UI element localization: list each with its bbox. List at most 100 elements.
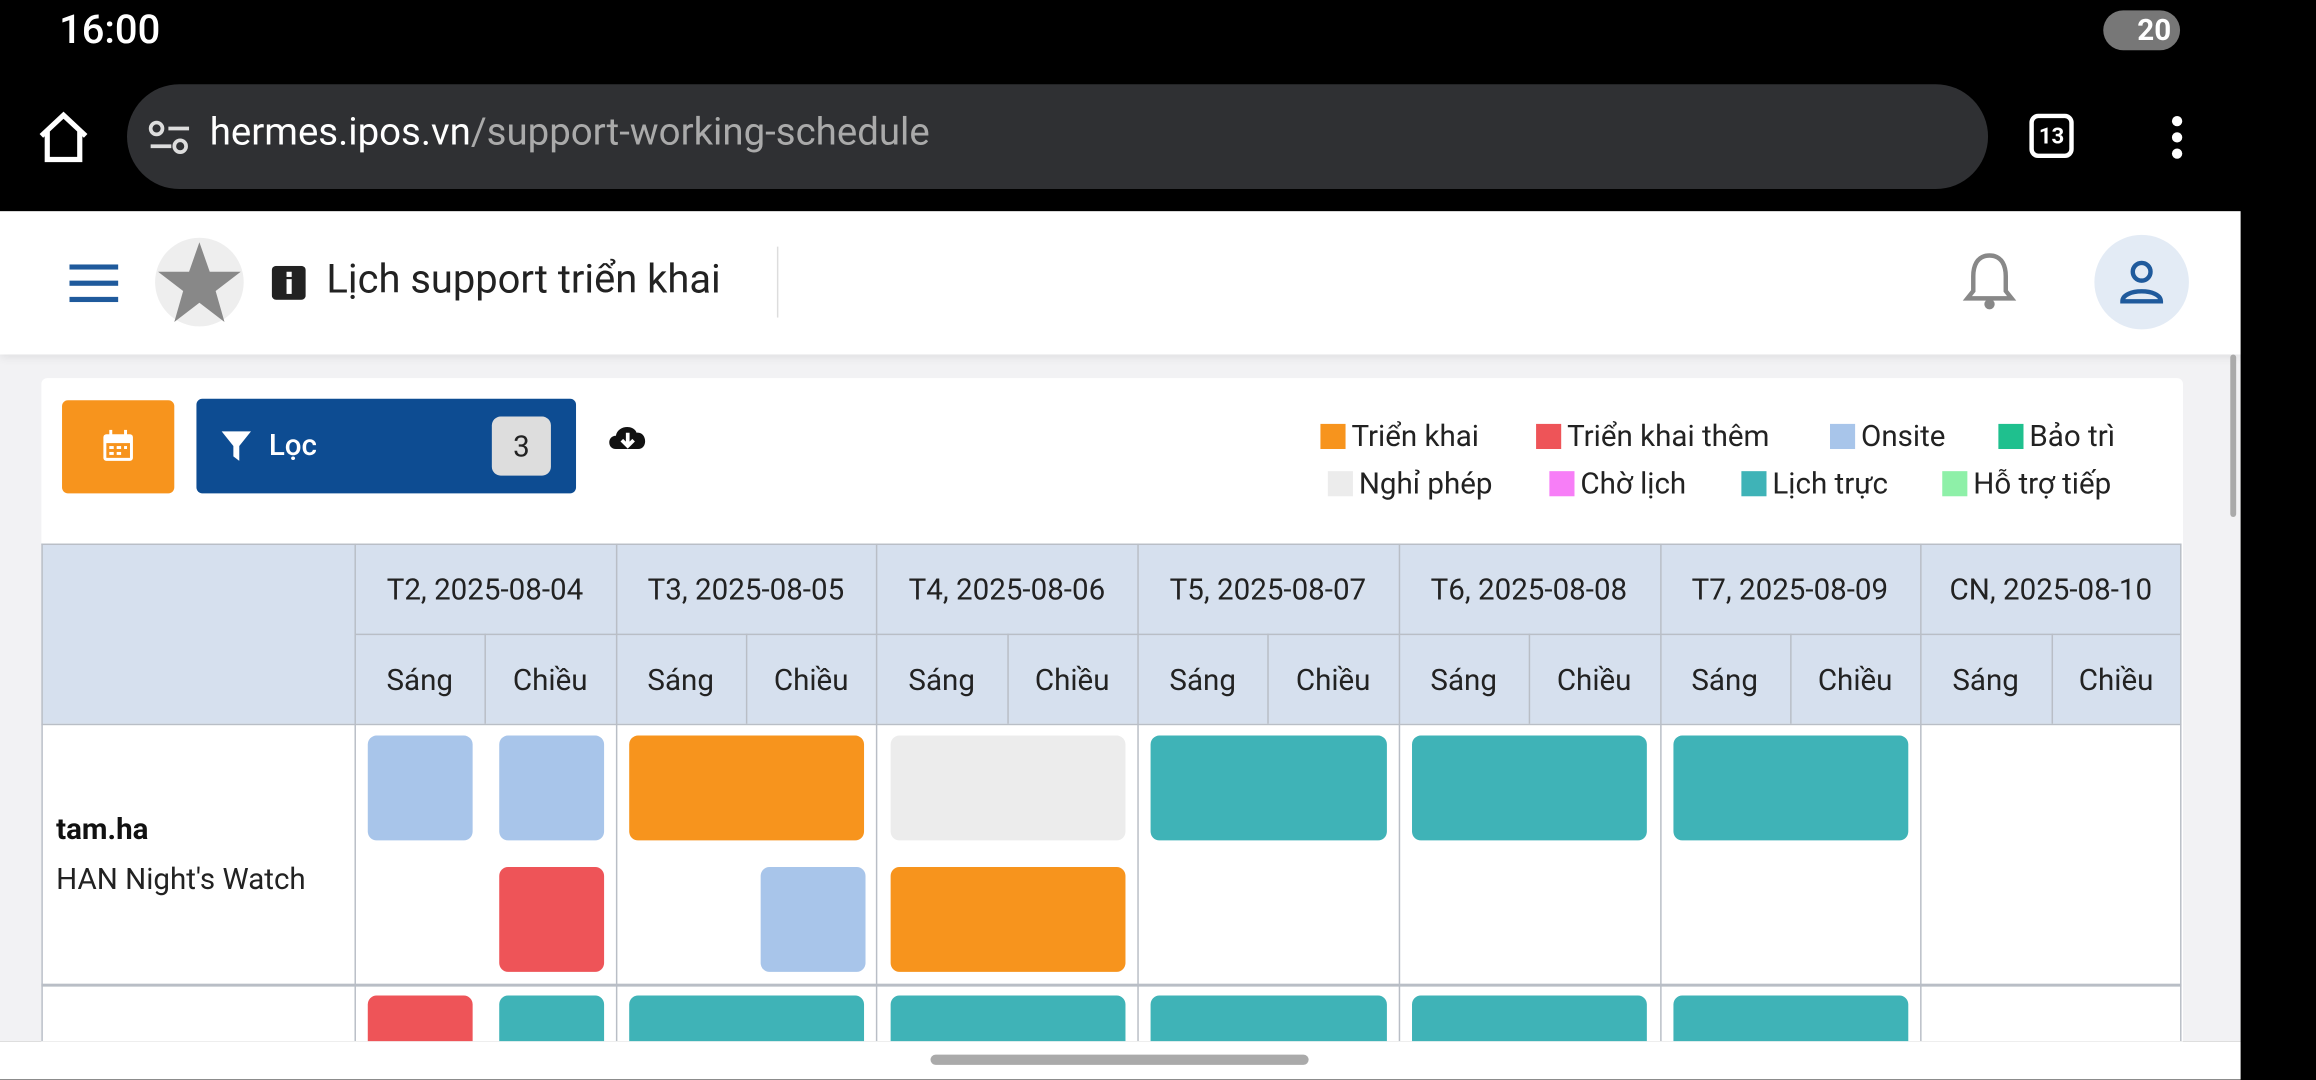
schedule-block[interactable] <box>890 735 1126 841</box>
legend-swatch <box>1536 423 1562 449</box>
grid-line <box>1528 633 1531 724</box>
legend-label: Bảo trì <box>2029 417 2116 454</box>
legend-label: Hỗ trợ tiếp <box>1973 465 2112 501</box>
calendar-icon <box>103 429 133 461</box>
home-button[interactable] <box>35 109 91 165</box>
grid-line <box>1920 543 1922 1042</box>
legend-label: Onsite <box>1861 417 1946 454</box>
page-title: Lịch support triển khai <box>326 255 721 303</box>
session-header: Chiều <box>1556 660 1632 697</box>
nav-bar <box>0 1041 2241 1080</box>
schedule-block[interactable] <box>367 735 473 841</box>
legend-item[interactable]: Chờ lịch <box>1549 465 1687 501</box>
grid-line <box>484 633 487 724</box>
legend-label: Chờ lịch <box>1580 465 1687 501</box>
legend-item[interactable]: Triển khai <box>1320 418 1479 453</box>
schedule-block[interactable] <box>499 995 605 1042</box>
schedule-block[interactable] <box>629 735 865 841</box>
legend-item[interactable]: Nghỉ phép <box>1327 465 1493 501</box>
day-header: T3, 2025-08-05 <box>647 570 845 607</box>
url-path: /support-working-schedule <box>470 110 930 156</box>
legend-label: Lịch trực <box>1772 465 1888 501</box>
web-page: Lịch support triển khai Lọc 3 <box>0 211 2241 1042</box>
day-header: CN, 2025-08-10 <box>1949 570 2153 607</box>
schedule-block[interactable] <box>1150 735 1387 841</box>
legend-item[interactable]: Triển khai thêm <box>1536 418 1769 453</box>
gesture-handle[interactable] <box>930 1054 1309 1065</box>
day-header: T6, 2025-08-08 <box>1430 570 1628 607</box>
name-header <box>41 544 354 724</box>
grid-line <box>1659 543 1661 1042</box>
row-name: tam.ha <box>56 810 149 847</box>
schedule-block[interactable] <box>1412 735 1647 841</box>
url-bar[interactable]: hermes.ipos.vn /support-working-schedule <box>127 84 1989 190</box>
grid-line <box>876 543 878 1042</box>
info-icon[interactable] <box>271 265 306 300</box>
calendar-button[interactable] <box>62 400 175 494</box>
legend-label: Triển khai <box>1351 417 1480 454</box>
schedule-card: Lọc 3 <box>41 378 2184 1042</box>
schedule-block[interactable] <box>1150 995 1387 1042</box>
avatar-button[interactable] <box>2094 234 2189 330</box>
grid-line <box>41 543 2182 546</box>
grid-line <box>1006 633 1009 724</box>
logo <box>155 237 244 327</box>
row-team: HAN Night's Watch <box>56 861 306 897</box>
schedule-block[interactable] <box>499 866 605 972</box>
day-header: T4, 2025-08-06 <box>908 570 1106 607</box>
session-header: Chiều <box>1295 660 1371 697</box>
download-button[interactable] <box>606 419 650 454</box>
legend-swatch <box>1942 470 1968 496</box>
session-header: Sáng <box>647 660 714 697</box>
grid-line <box>354 543 356 1042</box>
session-header: Sáng <box>386 660 453 697</box>
battery: 20 <box>2103 10 2181 51</box>
schedule-block[interactable] <box>760 866 866 972</box>
schedule-block[interactable] <box>890 866 1126 972</box>
legend-swatch <box>1327 470 1353 496</box>
notification-bell[interactable] <box>1961 250 2017 312</box>
tab-count[interactable]: 13 <box>2029 113 2074 159</box>
day-header: T7, 2025-08-09 <box>1691 570 1889 607</box>
filter-label: Lọc <box>268 426 317 463</box>
grid-line <box>354 633 2182 636</box>
grid-line <box>1267 633 1270 724</box>
schedule-block[interactable] <box>1412 995 1647 1042</box>
schedule-block[interactable] <box>890 995 1126 1042</box>
legend-swatch <box>1741 470 1767 496</box>
menu-button[interactable] <box>2165 115 2189 159</box>
hamburger[interactable] <box>69 264 119 303</box>
grid-line <box>1398 543 1400 1042</box>
day-header: T2, 2025-08-04 <box>386 570 584 607</box>
schedule-table: T2, 2025-08-04 Sáng Chiều T3, 2025-08-05 Sán… <box>41 543 2183 1042</box>
legend-item[interactable]: Lịch trực <box>1741 465 1888 501</box>
grid-line <box>41 723 2182 726</box>
legend-swatch <box>1549 470 1575 496</box>
grid-line <box>41 543 43 1042</box>
legend-item[interactable]: Onsite <box>1830 418 1945 453</box>
site-info-icon[interactable] <box>148 120 192 155</box>
legend-item[interactable]: Bảo trì <box>1998 418 2115 453</box>
grid-line <box>745 633 748 724</box>
schedule-block[interactable] <box>1673 995 1909 1042</box>
session-header: Sáng <box>1430 660 1497 697</box>
schedule-block[interactable] <box>1673 735 1909 841</box>
legend-swatch <box>1320 423 1346 449</box>
schedule-block[interactable] <box>367 995 473 1042</box>
filter-button[interactable]: Lọc 3 <box>196 398 577 494</box>
user-icon <box>2120 260 2164 304</box>
legend-swatch <box>1830 423 1856 449</box>
session-header: Chiều <box>2078 660 2154 697</box>
url-host: hermes.ipos.vn <box>209 110 471 156</box>
status-time: 16:00 <box>59 5 161 54</box>
schedule-block[interactable] <box>499 735 605 841</box>
session-header: Sáng <box>908 660 975 697</box>
day-header: T5, 2025-08-07 <box>1169 570 1367 607</box>
divider <box>776 246 779 318</box>
app-header: Lịch support triển khai <box>0 211 2241 355</box>
schedule-block[interactable] <box>629 995 865 1042</box>
legend-label: Nghỉ phép <box>1358 465 1493 501</box>
legend-item[interactable]: Hỗ trợ tiếp <box>1942 465 2112 501</box>
